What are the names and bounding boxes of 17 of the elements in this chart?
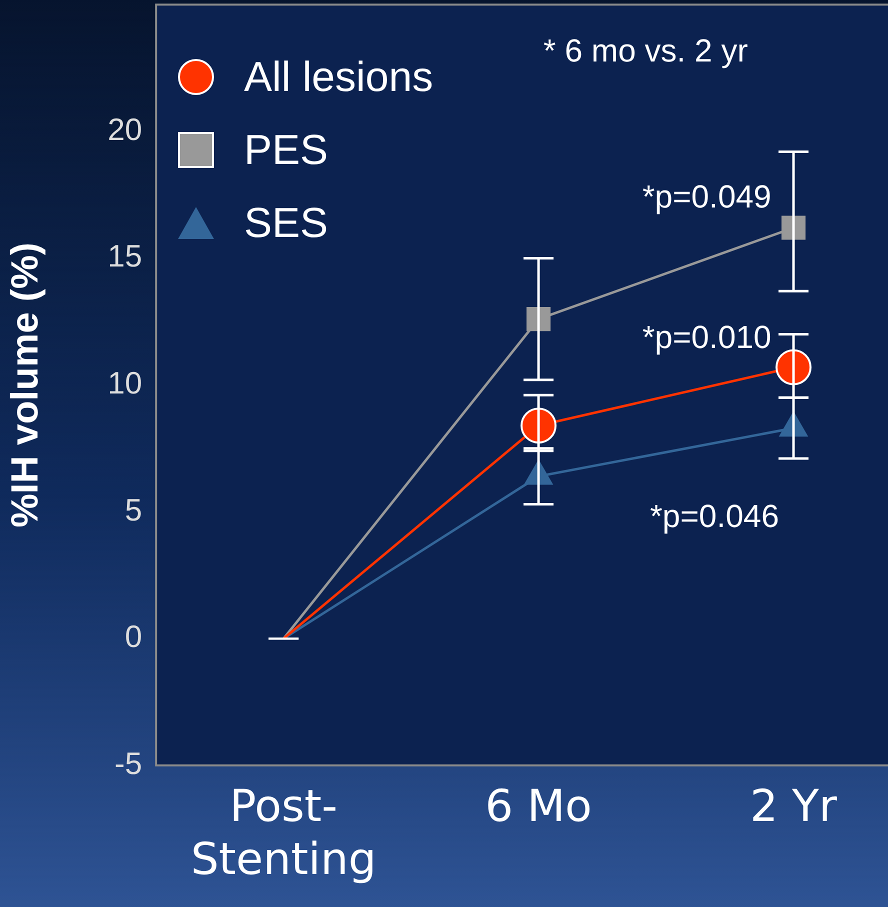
annotation: *p=0.010: [642, 319, 772, 356]
y-axis-title: %IH volume (%): [4, 242, 46, 528]
legend-label: All lesions: [244, 52, 434, 100]
y-tick-label: 5: [124, 492, 142, 528]
y-tick-label: 0: [124, 619, 142, 654]
x-tick-label: Post-Stenting: [190, 781, 376, 886]
annotation: *p=0.049: [642, 178, 772, 214]
legend-label: SES: [244, 198, 328, 246]
x-tick-label: 6 Mo: [485, 781, 592, 832]
y-tick-label: 20: [108, 112, 142, 147]
annotation: *p=0.046: [650, 498, 779, 534]
x-tick-label: 2 Yr: [750, 781, 838, 832]
legend-label: PES: [244, 126, 328, 174]
y-tick-label: 15: [108, 238, 142, 274]
annotation: * 6 mo vs. 2 yr: [543, 32, 748, 68]
y-tick-label: -5: [114, 746, 142, 781]
y-tick-label: 10: [108, 366, 142, 401]
